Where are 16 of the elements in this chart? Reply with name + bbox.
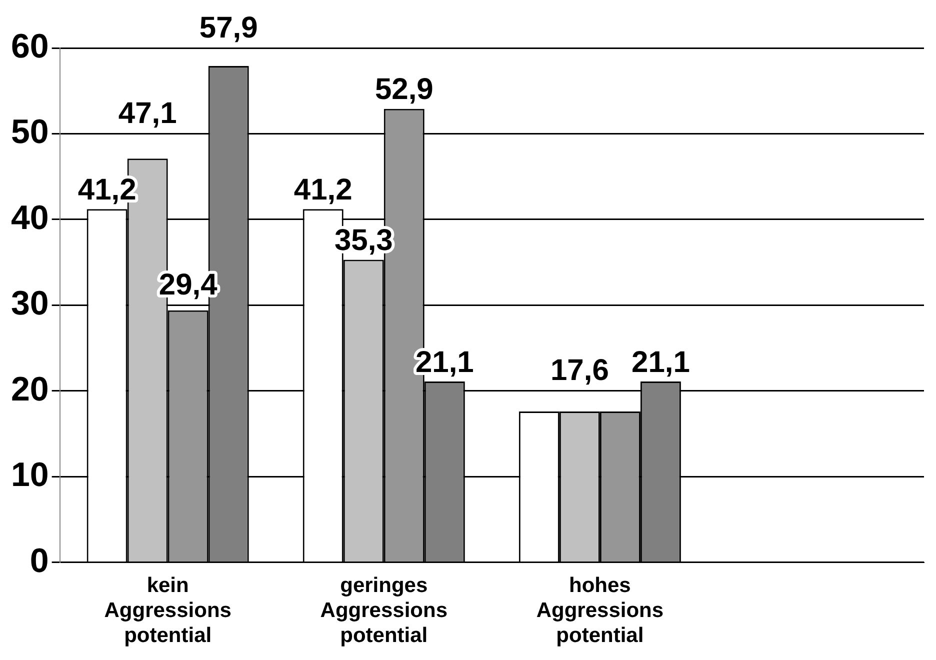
x-tick-label: kein Aggressions potential	[104, 574, 232, 648]
data-label: 17,6	[550, 354, 609, 388]
y-tick-label: 50	[10, 113, 49, 152]
data-label: 47,1	[118, 97, 177, 130]
y-tick-label: 10	[10, 456, 49, 494]
x-tick-label: hohes Aggressions potential	[536, 574, 664, 648]
data-label: 41,2	[294, 173, 352, 206]
y-tick-label: 30	[10, 284, 49, 323]
data-label: 52,9	[374, 73, 434, 106]
data-label: 21,1	[632, 346, 690, 379]
x-tick-label: geringes Aggressions potential	[320, 574, 448, 648]
data-label: 57,9	[199, 11, 258, 44]
y-tick-label: 40	[10, 198, 49, 237]
y-tick-label: 20	[10, 370, 49, 408]
y-tick-label: 60	[10, 27, 49, 66]
y-tick-label: 0	[30, 542, 49, 580]
